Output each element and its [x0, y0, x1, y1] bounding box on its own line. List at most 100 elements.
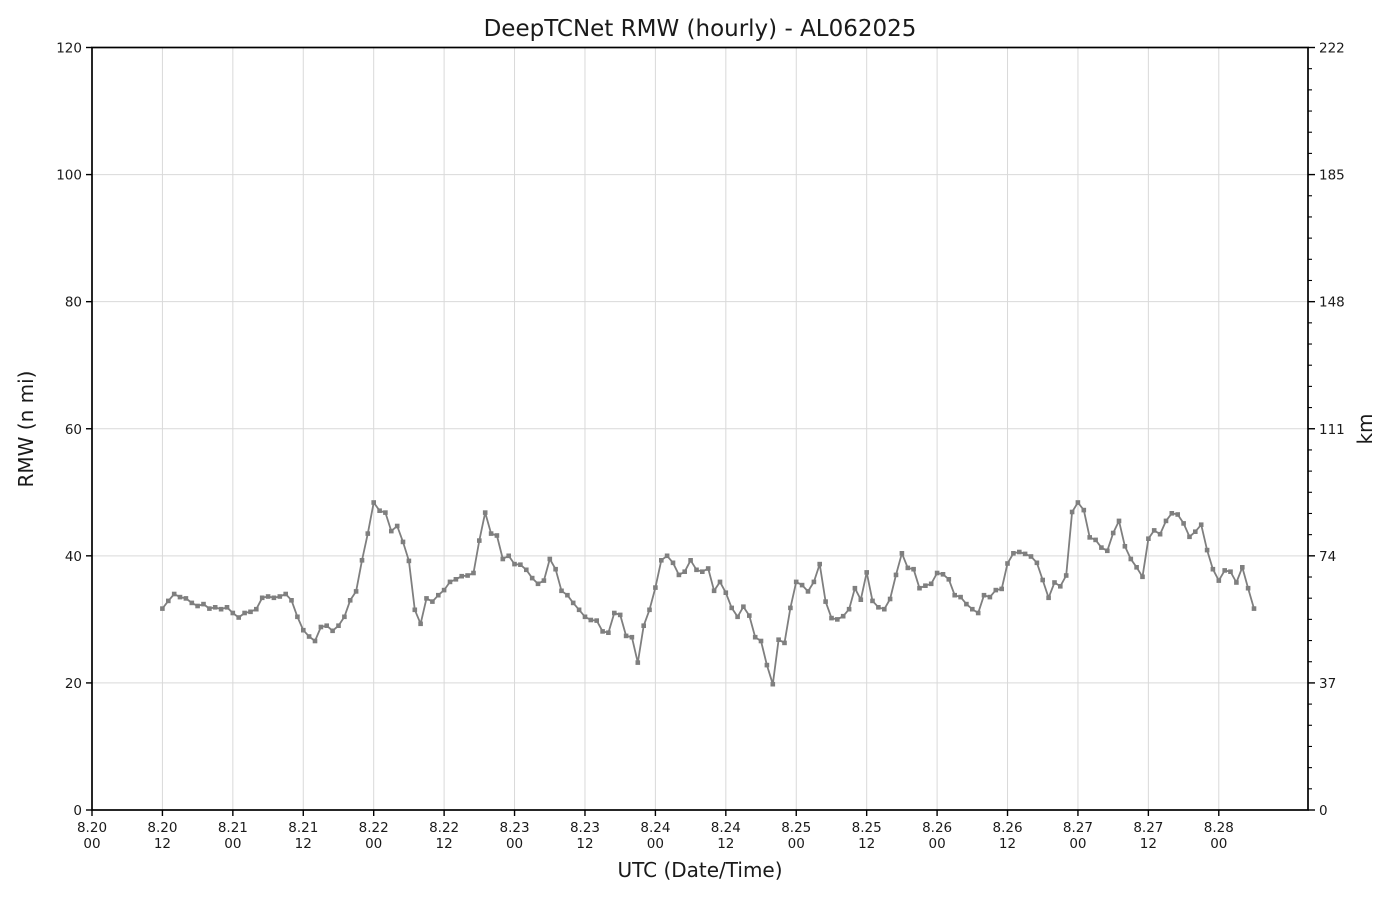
data-point [1198, 522, 1204, 527]
data-point [195, 603, 200, 609]
data-point [1040, 577, 1045, 583]
data-point [377, 508, 382, 513]
x-tick-label: 12 [295, 836, 312, 852]
data-point [459, 573, 464, 579]
y-tick-label-right: 74 [1319, 549, 1336, 565]
data-point [201, 601, 206, 607]
data-point [306, 634, 312, 639]
data-point [1081, 507, 1087, 513]
data-point [1005, 561, 1010, 566]
x-tick-label: 12 [999, 836, 1016, 852]
data-point [1204, 547, 1210, 553]
data-point [236, 615, 241, 620]
data-point [1017, 549, 1022, 555]
data-point [1216, 578, 1222, 583]
data-point [911, 566, 916, 572]
data-point [330, 628, 335, 634]
data-point [1022, 551, 1028, 557]
x-tick-label: 00 [1069, 836, 1086, 852]
data-point [606, 630, 611, 635]
data-point [647, 607, 652, 613]
data-point [858, 597, 864, 602]
data-point [1157, 531, 1163, 537]
data-point [207, 606, 212, 611]
y-tick-label-left: 100 [56, 168, 82, 184]
x-tick-label: 12 [154, 836, 171, 852]
y-tick-label-left: 40 [65, 549, 82, 565]
data-point [717, 579, 723, 585]
data-point [641, 623, 646, 628]
data-point [1181, 521, 1186, 526]
data-point [418, 621, 423, 627]
data-point [882, 606, 887, 612]
data-point [570, 600, 576, 606]
data-point [1151, 528, 1157, 533]
x-tick-label: 8.22 [429, 820, 459, 836]
data-point [494, 533, 500, 538]
data-point [864, 570, 869, 575]
data-point [747, 613, 752, 618]
data-point [318, 624, 324, 630]
data-point [817, 561, 822, 567]
data-point [1128, 556, 1134, 562]
data-point [400, 539, 406, 545]
data-point [670, 560, 676, 566]
data-point [623, 633, 629, 639]
data-point [359, 558, 365, 563]
y-tick-label-right: 185 [1319, 168, 1345, 184]
data-point [1163, 518, 1169, 524]
series-markers [160, 500, 1257, 687]
x-tick-label: 8.24 [640, 820, 670, 836]
data-point [788, 605, 793, 611]
data-point [265, 594, 271, 599]
y-tick-label-right: 148 [1319, 295, 1345, 311]
data-point [295, 614, 300, 620]
y-tick-label-left: 0 [73, 803, 82, 819]
x-tick-label: 12 [717, 836, 734, 852]
data-point [758, 638, 764, 644]
data-point [518, 562, 523, 567]
series-rmw [160, 500, 1257, 687]
y-axis-left: 0 20 40 60 80 100 120 [56, 41, 92, 819]
data-point [893, 572, 899, 578]
y-tick-label-right: 0 [1319, 803, 1328, 819]
data-point [230, 610, 236, 616]
data-point [406, 558, 412, 564]
data-point [1052, 580, 1057, 585]
data-point [529, 575, 535, 581]
data-point [993, 587, 999, 593]
data-point [212, 605, 218, 610]
x-tick-label: 8.23 [500, 820, 530, 836]
data-point [923, 583, 928, 588]
data-point [764, 662, 770, 668]
data-point [242, 610, 247, 616]
data-point [365, 531, 371, 536]
data-point [735, 614, 740, 620]
data-point [664, 553, 670, 559]
data-point [447, 579, 453, 585]
data-point [1110, 530, 1116, 536]
data-point [524, 567, 529, 573]
plot-area: 8.20008.20128.21008.21128.22008.22128.23… [56, 41, 1345, 853]
data-point [688, 558, 693, 563]
data-point [166, 598, 171, 604]
data-point [248, 609, 253, 615]
data-point [617, 612, 623, 618]
data-point [541, 578, 547, 583]
chart-title: DeepTCNet RMW (hourly) - AL062025 [484, 16, 917, 42]
data-point [987, 594, 993, 600]
data-point [887, 596, 893, 602]
data-point [1099, 545, 1104, 550]
gridlines [91, 47, 1308, 810]
x-tick-label: 12 [576, 836, 593, 852]
data-point [482, 510, 488, 515]
data-point [324, 623, 329, 628]
data-point [441, 587, 447, 593]
data-point [1034, 560, 1040, 566]
data-point [394, 523, 400, 529]
data-point [1058, 584, 1063, 589]
y-tick-label-right: 37 [1319, 676, 1336, 692]
data-point [958, 594, 963, 600]
data-point [635, 660, 641, 665]
